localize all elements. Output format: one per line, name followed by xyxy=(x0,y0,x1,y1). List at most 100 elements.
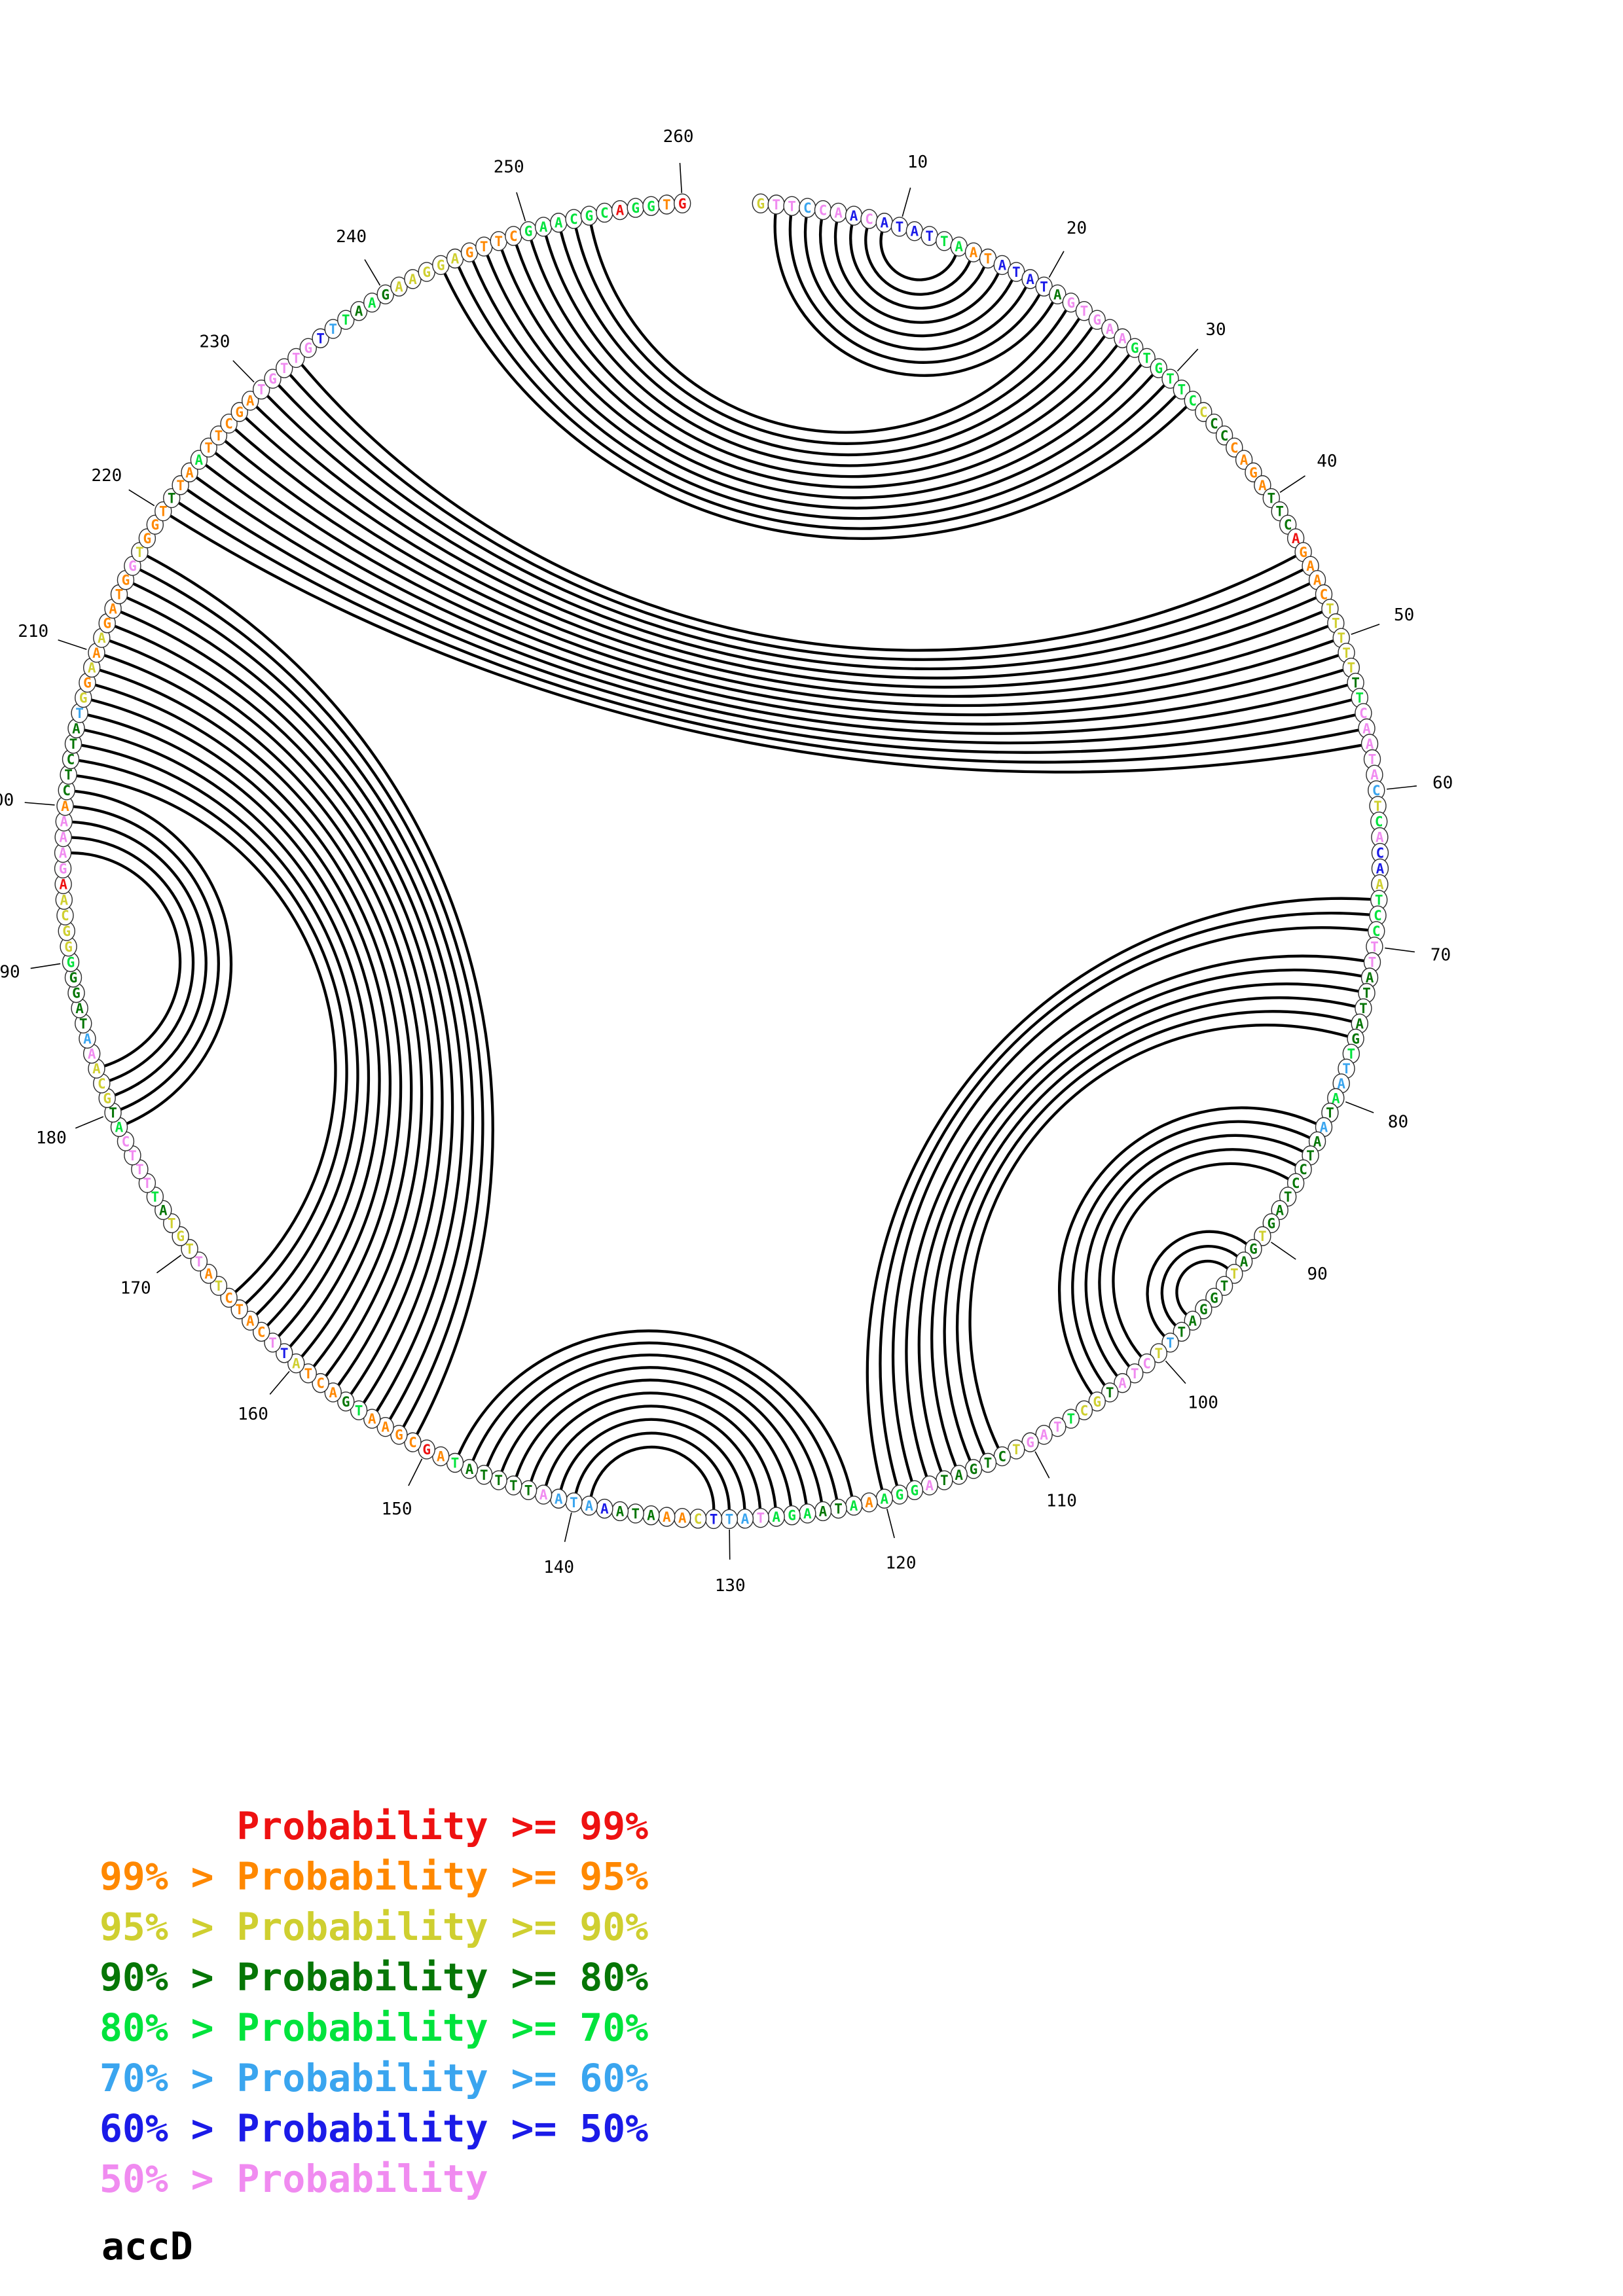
tick-label: 20 xyxy=(1067,219,1087,238)
nucleotide-letter: C xyxy=(1220,428,1229,444)
basepair-arc xyxy=(773,212,1055,377)
nucleotide-circle xyxy=(1184,1310,1201,1331)
nucleotide-letter: G xyxy=(67,955,75,971)
nucleotide-letter: T xyxy=(725,1511,734,1527)
nucleotide-circle xyxy=(1049,1416,1067,1437)
nucleotide-circle xyxy=(1138,348,1156,368)
nucleotide-letter: T xyxy=(1362,986,1371,1001)
nucleotide-letter: T xyxy=(1178,1324,1186,1340)
basepair-arc xyxy=(1146,1230,1248,1338)
basepair-arc xyxy=(788,213,1041,364)
nucleotide-letter: T xyxy=(280,361,289,376)
nucleotide-letter: T xyxy=(1332,616,1340,632)
nucleotide-letter: T xyxy=(268,1335,277,1351)
nucleotide-letter: T xyxy=(984,251,993,267)
nucleotide-letter: A xyxy=(88,660,96,676)
nucleotide-letter: A xyxy=(1306,558,1315,574)
probability-legend: Probability >= 99% 99% > Probability >= … xyxy=(100,1801,648,2204)
basepair-arc xyxy=(1071,1120,1311,1387)
nucleotide-letter: A xyxy=(1366,970,1374,986)
nucleotide-letter: T xyxy=(329,321,337,337)
basepair-arc xyxy=(559,230,1093,457)
gene-title: accD xyxy=(101,2224,193,2269)
nucleotide-letter: A xyxy=(381,1420,390,1435)
nucleotide-circle xyxy=(1215,425,1233,446)
basepair-arc xyxy=(277,384,1311,670)
nucleotide-letter: T xyxy=(159,504,168,520)
nucleotide-letter: T xyxy=(143,1175,152,1191)
nucleotide-letter: A xyxy=(539,219,548,235)
basepair-arc xyxy=(544,1405,762,1511)
nucleotide-letter: G xyxy=(1210,1290,1218,1306)
nucleotide-letter: A xyxy=(678,1511,687,1526)
tick-label: 130 xyxy=(715,1576,746,1596)
basepair-arc xyxy=(234,428,1334,708)
nucleotide-letter: T xyxy=(109,1105,117,1121)
nucleotide-letter: A xyxy=(159,1202,168,1218)
basepair-arc xyxy=(103,654,424,1378)
tick-leader xyxy=(1387,785,1417,790)
nucleotide-letter: C xyxy=(1292,1175,1300,1191)
nucleotide-letter: C xyxy=(1080,1403,1089,1418)
nucleotide-letter: T xyxy=(1368,955,1377,971)
nucleotide-letter: A xyxy=(246,393,255,409)
nucleotide-letter: T xyxy=(1359,1001,1368,1016)
nucleotide-letter: G xyxy=(1131,340,1139,356)
nucleotide-letter: A xyxy=(195,452,204,468)
nucleotide-letter: A xyxy=(59,846,67,861)
basepair-arc xyxy=(177,501,1359,764)
nucleotide-letter: A xyxy=(83,1031,92,1047)
basepair-arc xyxy=(120,611,454,1405)
tick-label: 210 xyxy=(18,622,48,641)
tick-label: 60 xyxy=(1432,774,1453,793)
nucleotide-letter: T xyxy=(215,1278,223,1294)
nucleotide-letter: T xyxy=(115,587,124,603)
nucleotide-circle xyxy=(230,1299,248,1319)
tick-leader xyxy=(364,259,381,286)
nucleotide-circle xyxy=(1150,358,1167,378)
tick-leader xyxy=(269,1371,290,1395)
nucleotide-letter: G xyxy=(395,1427,403,1443)
nucleotide-letter: T xyxy=(925,228,934,244)
nucleotide-letter: T xyxy=(1166,371,1175,387)
nucleotide-letter: G xyxy=(72,986,81,1001)
nucleotide-letter: A xyxy=(1320,1119,1328,1135)
tick-leader xyxy=(24,802,55,806)
basepair-arc xyxy=(139,568,484,1429)
nucleotide-letter: A xyxy=(850,1498,858,1514)
basepair-arc xyxy=(905,954,1365,1479)
nucleotide-letter: A xyxy=(865,1495,873,1511)
nucleotide-letter: G xyxy=(788,1508,796,1524)
nucleotide-circle xyxy=(1035,276,1053,297)
tick-leader xyxy=(1271,1242,1296,1260)
nucleotide-letter: T xyxy=(1342,645,1351,661)
basepair-arc xyxy=(132,583,475,1421)
nucleotide-letter: A xyxy=(1240,452,1249,468)
tick-leader xyxy=(30,963,61,969)
nucleotide-letter: A xyxy=(1362,721,1371,736)
nucleotide-circle xyxy=(1075,301,1093,321)
tick-leader xyxy=(679,162,683,193)
nucleotide-letter: A xyxy=(329,1385,337,1401)
nucleotide-letter: A xyxy=(998,257,1006,273)
tick-leader xyxy=(156,1255,182,1274)
nucleotide-letter: A xyxy=(539,1487,548,1503)
basepair-arc xyxy=(81,744,359,1316)
basepair-arc xyxy=(204,463,1349,735)
nucleotide-letter: A xyxy=(1313,1134,1322,1149)
nucleotide-circle xyxy=(276,1343,293,1363)
nucleotide-letter: C xyxy=(225,416,233,432)
basepair-arc xyxy=(943,996,1356,1462)
basepair-arc xyxy=(803,215,1028,351)
basepair-arc xyxy=(289,373,1304,661)
nucleotide-letter: T xyxy=(204,440,213,456)
nucleotide-letter: T xyxy=(1347,1046,1355,1062)
nucleotide-letter: C xyxy=(122,1134,130,1149)
nucleotide-letter: C xyxy=(1188,393,1197,409)
nucleotide-letter: T xyxy=(756,1511,765,1526)
nucleotide-circle xyxy=(337,1391,355,1412)
basepair-arc xyxy=(589,1445,716,1512)
legend-line-90: 95% > Probability >= 90% xyxy=(100,1905,649,1949)
tick-leader xyxy=(886,1509,895,1539)
basepair-arc xyxy=(224,440,1340,717)
